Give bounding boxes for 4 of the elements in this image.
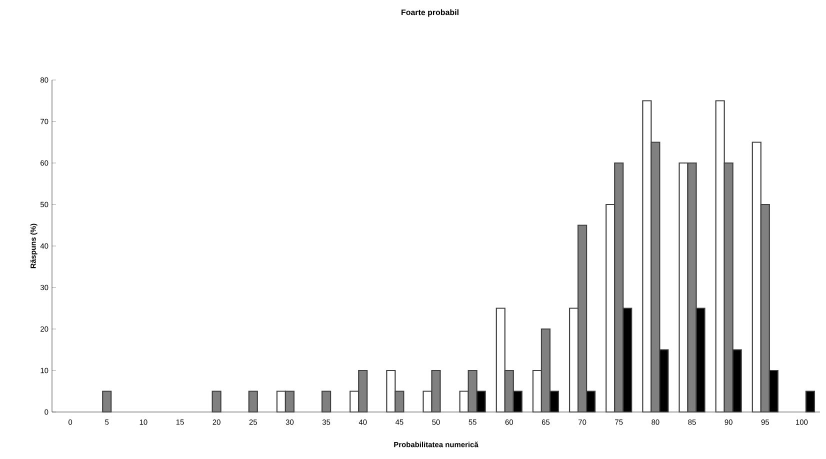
bar <box>321 390 332 413</box>
bar <box>102 390 112 413</box>
bar <box>248 390 258 413</box>
bar <box>212 390 222 413</box>
